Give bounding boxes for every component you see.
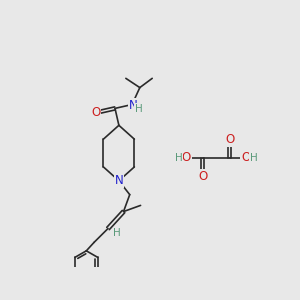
Text: N: N bbox=[115, 174, 123, 187]
Text: H: H bbox=[250, 153, 258, 163]
Text: O: O bbox=[225, 133, 234, 146]
Text: H: H bbox=[113, 228, 121, 238]
Text: H: H bbox=[135, 104, 143, 114]
Text: H: H bbox=[175, 153, 182, 163]
Text: N: N bbox=[128, 99, 137, 112]
Text: O: O bbox=[241, 151, 250, 164]
Text: O: O bbox=[91, 106, 100, 119]
Text: O: O bbox=[198, 169, 207, 183]
Text: O: O bbox=[182, 151, 191, 164]
